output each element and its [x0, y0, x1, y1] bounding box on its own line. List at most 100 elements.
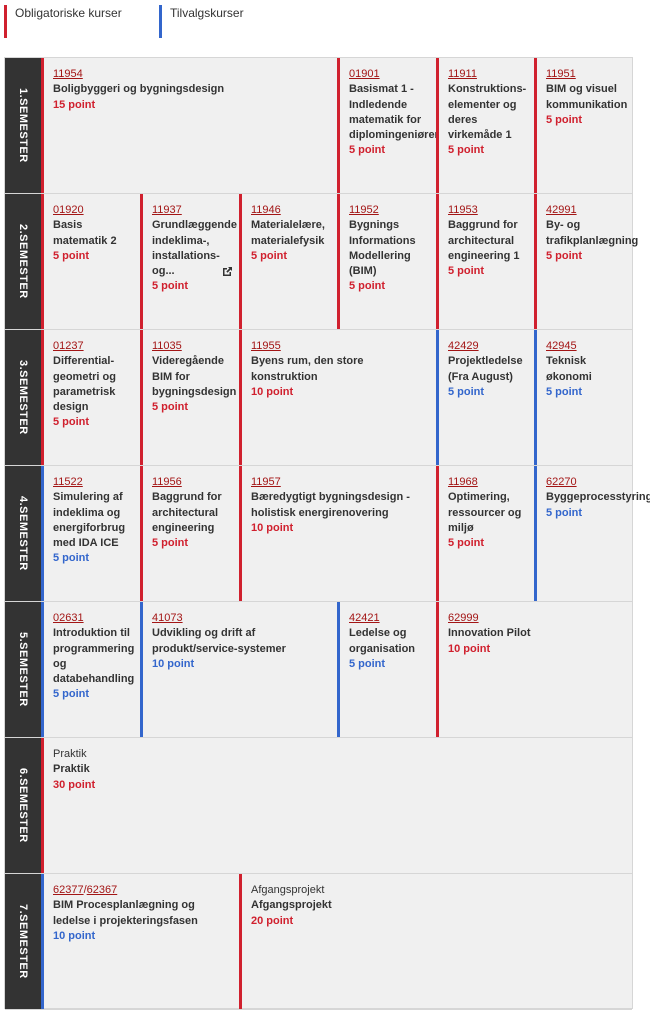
- course-title: Simulering af: [53, 491, 123, 504]
- semester-label: 6.SEMESTER: [5, 738, 41, 873]
- course-title: diplomingeniører: [349, 129, 439, 142]
- course-code: 11968: [448, 475, 534, 490]
- course-link[interactable]: 42945: [546, 340, 577, 352]
- course-link[interactable]: 11951: [546, 68, 576, 80]
- course-title: kommunikation: [546, 98, 628, 111]
- course-link[interactable]: 42429: [448, 340, 479, 352]
- course-link[interactable]: 11956: [152, 476, 182, 488]
- course-title: databehandling: [53, 673, 135, 686]
- course-code: 11956: [152, 475, 239, 490]
- course-title: Baggrund for: [448, 219, 518, 232]
- course-title: matematik for: [349, 113, 422, 126]
- course-code: 11035: [152, 339, 239, 354]
- course-points: 10 point: [53, 929, 96, 942]
- course-points: 5 point: [53, 416, 90, 429]
- course-cell: 42429 Projektledelse (Fra August) 5 point: [436, 330, 534, 465]
- course-link[interactable]: 62999: [448, 612, 479, 624]
- course-points: 5 point: [152, 401, 189, 414]
- course-title: programmering: [53, 642, 135, 655]
- course-title: elementer og: [448, 98, 517, 111]
- course-title: Videregående: [152, 355, 224, 368]
- course-cell: 11937 Grundlæggende indeklima-, installatio…: [140, 194, 239, 329]
- course-title: By- og: [546, 219, 581, 232]
- course-link[interactable]: 11035: [152, 340, 182, 352]
- course-cell: 11946 Materialelære, materialefysik 5 point: [239, 194, 337, 329]
- course-link[interactable]: 11946: [251, 204, 281, 216]
- course-title: miljø: [448, 521, 474, 534]
- course-title: Innovation Pilot: [448, 627, 531, 640]
- course-title: Konstruktions-: [448, 83, 527, 96]
- course-code: 02631: [53, 611, 140, 626]
- course-title: virkemåde 1: [448, 129, 512, 142]
- course-link[interactable]: 11957: [251, 476, 281, 488]
- course-points: 5 point: [546, 113, 583, 126]
- course-link[interactable]: 11953: [448, 204, 478, 216]
- course-kind: Praktik: [53, 748, 87, 760]
- course-title: Byggeprocesstyring: [546, 491, 650, 504]
- course-link[interactable]: 02631: [53, 612, 84, 624]
- course-title: Optimering,: [448, 491, 510, 504]
- course-kind: Afgangsprojekt: [251, 884, 325, 896]
- course-link[interactable]: 62377: [53, 884, 84, 896]
- course-points: 10 point: [251, 385, 294, 398]
- course-code: 42429: [448, 339, 534, 354]
- course-link[interactable]: 01237: [53, 340, 84, 352]
- course-points: 5 point: [349, 657, 386, 670]
- study-plan: 1.SEMESTER 11954 Boligbyggeri og bygningsd…: [4, 57, 650, 1010]
- course-cell: 11035 Videregående BIM for bygningsdesign 5 …: [140, 330, 239, 465]
- semester-row: 5.SEMESTER 02631 Introduktion til programme…: [5, 602, 632, 738]
- course-link[interactable]: 11954: [53, 68, 83, 80]
- course-link[interactable]: 01920: [53, 204, 84, 216]
- course-title: engineering: [152, 521, 215, 534]
- course-code: 11522: [53, 475, 140, 490]
- course-code: 11946: [251, 203, 337, 218]
- course-title: Byens rum, den store: [251, 355, 364, 368]
- course-title: Teknisk: [546, 355, 587, 368]
- course-link[interactable]: 41073: [152, 612, 183, 624]
- course-link[interactable]: 11937: [152, 204, 182, 216]
- course-link[interactable]: 62270: [546, 476, 577, 488]
- course-code: 11937: [152, 203, 239, 218]
- course-link[interactable]: 11911: [448, 68, 477, 80]
- semester-label: 5.SEMESTER: [5, 602, 41, 737]
- course-link[interactable]: 11968: [448, 476, 478, 488]
- course-cell: 11968 Optimering, ressourcer og miljø 5 poin…: [436, 466, 534, 601]
- course-points: 5 point: [448, 265, 485, 278]
- course-cell: 01920 Basis matematik 2 5 point: [41, 194, 140, 329]
- course-title: Basis: [53, 219, 83, 232]
- semester-row: 4.SEMESTER 11522 Simulering af indeklima og…: [5, 466, 650, 602]
- course-cell: 42945 Teknisk økonomi 5 point: [534, 330, 632, 465]
- course-code: 62270: [546, 475, 632, 490]
- course-title: architectural: [448, 234, 515, 247]
- semester-row: 7.SEMESTER 62377/62367 BIM Procesplanlægni…: [5, 874, 632, 1010]
- course-title: Basismat 1 -: [349, 83, 414, 96]
- course-link[interactable]: 11952: [349, 204, 379, 216]
- course-title: ressourcer og: [448, 506, 522, 519]
- external-link-icon[interactable]: [222, 266, 233, 277]
- course-title: architectural: [152, 506, 219, 519]
- course-link[interactable]: 01901: [349, 68, 380, 80]
- course-link[interactable]: 42421: [349, 612, 380, 624]
- course-code: 11911: [448, 67, 534, 82]
- course-cell: 11957 Bæredygtigt bygningsdesign - holisti…: [239, 466, 436, 601]
- course-title: energiforbrug: [53, 521, 126, 534]
- legend-label: Obligatoriske kurser: [15, 6, 122, 20]
- course-title: indeklima-,: [152, 234, 210, 247]
- course-link[interactable]: 11522: [53, 476, 83, 488]
- course-code: 01901: [349, 67, 436, 82]
- course-title: Ledelse og: [349, 627, 407, 640]
- course-link[interactable]: 11955: [251, 340, 281, 352]
- course-cell: 11955 Byens rum, den store konstruktion 10 …: [239, 330, 436, 465]
- course-title: Materialelære,: [251, 219, 325, 232]
- course-title: (Fra August): [448, 370, 513, 383]
- semester-label: 4.SEMESTER: [5, 466, 41, 601]
- course-code: 11952: [349, 203, 436, 218]
- course-link[interactable]: 62367: [86, 884, 118, 896]
- course-title: Projektledelse: [448, 355, 523, 368]
- course-title: produkt/service-systemer: [152, 642, 286, 655]
- course-title: deres: [448, 113, 478, 126]
- course-points: 5 point: [448, 144, 485, 157]
- course-link[interactable]: 42991: [546, 204, 577, 216]
- course-cell: 62270 Byggeprocesstyring 5 point: [534, 466, 650, 601]
